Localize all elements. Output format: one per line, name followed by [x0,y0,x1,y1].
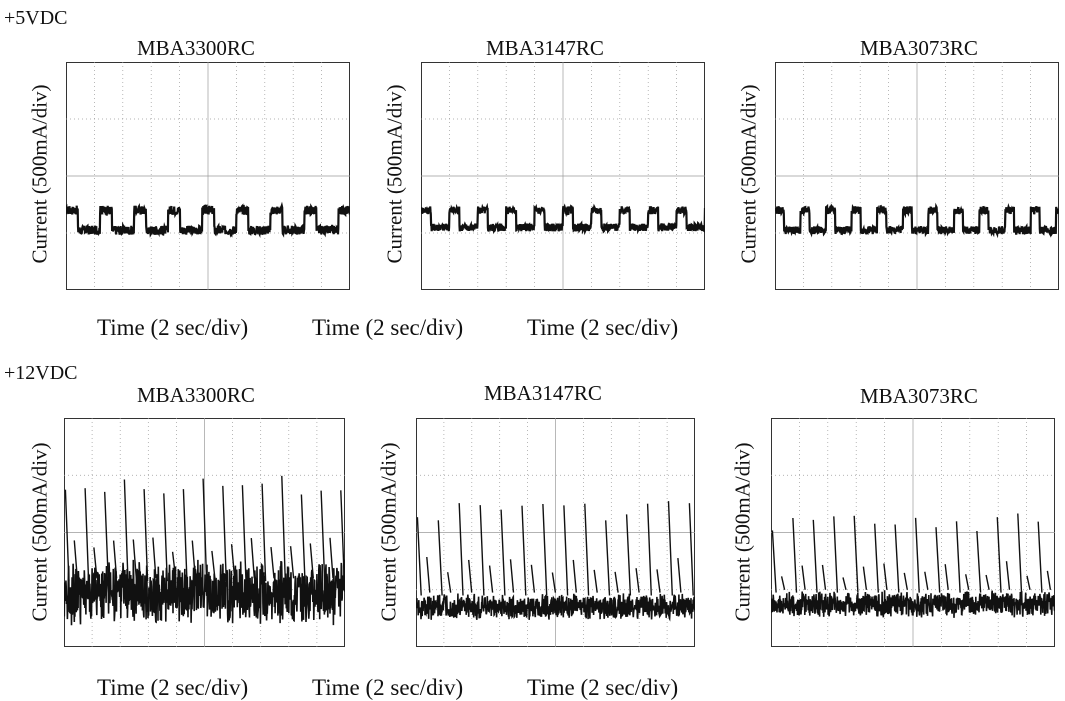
waveform-band [64,559,345,626]
scope-panel-12v-mba3147rc [416,418,695,647]
y-axis-label-12v-1: Current (500mA/div) [27,442,52,622]
panel-title-5v-mba3147rc: MBA3147RC [486,36,604,60]
y-axis-label-5v-1: Current (500mA/div) [27,84,52,264]
panel-title-12v-mba3300rc: MBA3300RC [137,383,255,407]
row-label-12vdc: +12VDC [4,362,78,384]
x-axis-label-12v-1: Time (2 sec/div) [97,675,249,700]
y-axis-label-12v-2: Current (500mA/div) [376,442,401,622]
y-axis-label-5v-3: Current (500mA/div) [736,84,761,264]
x-axis-label-5v-3: Time (2 sec/div) [527,315,679,340]
x-axis-label-12v-3: Time (2 sec/div) [527,675,679,700]
scope-panel-5v-mba3073rc [775,62,1059,290]
scope-trace-5v-3 [775,62,1059,290]
scope-trace-12v-2 [416,418,695,647]
scope-trace-12v-1 [64,418,345,647]
waveform-spikes [771,513,1052,593]
panel-title-12v-mba3073rc: MBA3073RC [860,384,978,408]
waveform-band [771,590,1055,618]
scope-trace-5v-1 [66,62,350,290]
waveform-spikes [416,501,694,596]
scope-panel-5v-mba3300rc [66,62,350,290]
panel-title-5v-mba3300rc: MBA3300RC [137,36,255,60]
scope-trace-5v-2 [421,62,705,290]
waveform-trace [421,202,705,236]
scope-panel-12v-mba3300rc [64,418,345,647]
y-axis-label-5v-2: Current (500mA/div) [382,84,407,264]
panel-title-5v-mba3073rc: MBA3073RC [860,36,978,60]
x-axis-label-12v-2: Time (2 sec/div) [312,675,464,700]
panel-title-12v-mba3147rc: MBA3147RC [484,381,602,405]
y-axis-label-12v-3: Current (500mA/div) [730,442,755,622]
scope-panel-5v-mba3147rc [421,62,705,290]
waveform-trace [775,202,1059,239]
waveform-spikes [64,475,345,582]
x-axis-label-5v-1: Time (2 sec/div) [97,315,249,340]
waveform-trace [66,201,350,239]
scope-panel-12v-mba3073rc [771,418,1055,647]
row-label-5vdc: +5VDC [4,7,68,29]
scope-trace-12v-3 [771,418,1055,647]
x-axis-label-5v-2: Time (2 sec/div) [312,315,464,340]
waveform-band [416,593,695,622]
